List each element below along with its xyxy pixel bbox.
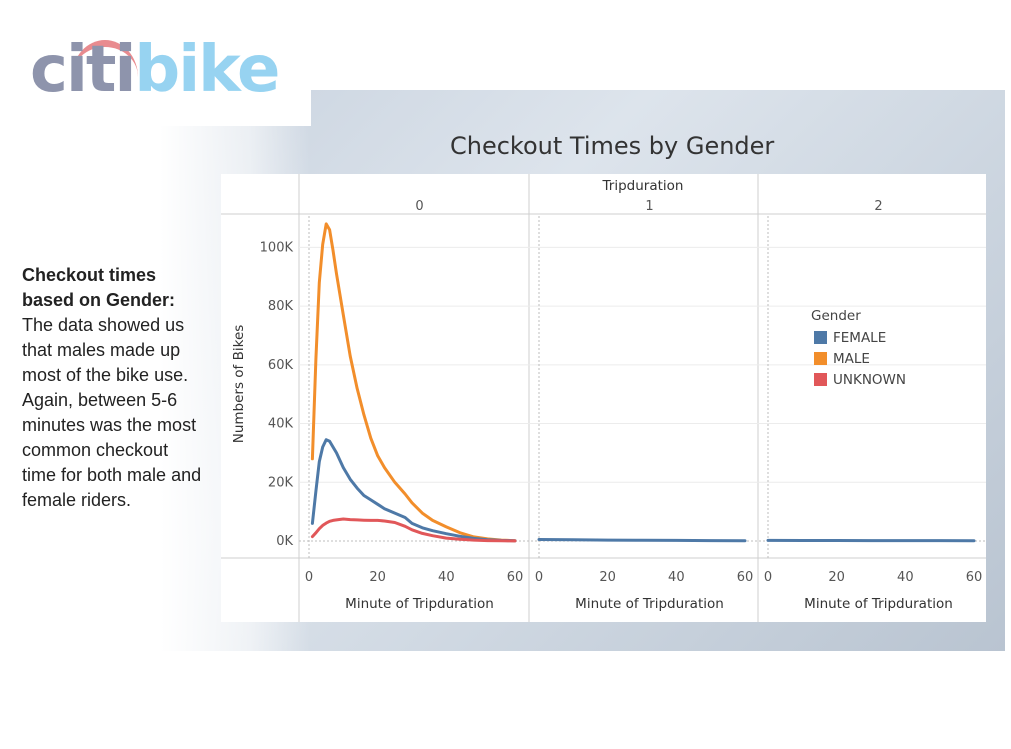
logo-arc-icon bbox=[72, 40, 138, 77]
x-tick-label: 40 bbox=[668, 570, 685, 585]
y-tick-label: 100K bbox=[260, 240, 294, 255]
x-tick-label: 60 bbox=[507, 570, 524, 585]
y-tick-label: 60K bbox=[268, 358, 294, 373]
legend-entry-unknown[interactable]: UNKNOWN bbox=[833, 372, 906, 388]
x-tick-label: 40 bbox=[438, 570, 455, 585]
chart-title: Checkout Times by Gender bbox=[450, 132, 775, 160]
description-text: Checkout times based on Gender: The data… bbox=[22, 263, 202, 513]
legend-swatch-unknown[interactable] bbox=[814, 373, 827, 386]
x-axis-label: Minute of Tripduration bbox=[575, 596, 724, 612]
legend-title: Gender bbox=[811, 308, 861, 324]
series-line-unknown-panel-0 bbox=[310, 517, 517, 543]
x-tick-label: 0 bbox=[764, 570, 772, 585]
panel-header-label: 1 bbox=[645, 199, 653, 214]
chart-frame bbox=[221, 174, 986, 622]
chart-panel: Tripduration 0 1 2 0K 20K 40K 60K 80K 100K Numb… bbox=[221, 174, 986, 622]
legend[interactable]: Gender FEMALE MALE UNKNOWN bbox=[811, 308, 906, 388]
x-axis-label: Minute of Tripduration bbox=[804, 596, 953, 612]
y-tick-label: 80K bbox=[268, 299, 294, 314]
y-tick-label: 40K bbox=[268, 417, 294, 432]
series-lines bbox=[310, 222, 976, 543]
x-tick-label: 60 bbox=[966, 570, 983, 585]
legend-swatch-male[interactable] bbox=[814, 352, 827, 365]
x-tick-label: 20 bbox=[828, 570, 845, 585]
logo-area: citibike bbox=[0, 0, 311, 126]
series-line-female-panel-0 bbox=[310, 438, 517, 543]
y-tick-label: 20K bbox=[268, 475, 294, 490]
series-line-female-panel-1 bbox=[537, 538, 747, 543]
y-axis-label: Numbers of Bikes bbox=[231, 325, 247, 444]
panel-headers: 0 1 2 bbox=[415, 199, 882, 214]
logo-citi: citi bbox=[30, 33, 136, 107]
x-tick-label: 20 bbox=[369, 570, 386, 585]
column-header: Tripduration bbox=[602, 178, 684, 194]
panel-header-label: 2 bbox=[874, 199, 882, 214]
series-line-male-panel-0 bbox=[310, 222, 517, 543]
citibike-logo: citibike bbox=[30, 38, 280, 102]
y-tick-label: 0K bbox=[276, 534, 293, 549]
legend-entry-male[interactable]: MALE bbox=[833, 351, 870, 367]
x-tick-label: 0 bbox=[305, 570, 313, 585]
x-axis-label: Minute of Tripduration bbox=[345, 596, 494, 612]
logo-bike: bike bbox=[134, 33, 280, 107]
x-tick-label: 20 bbox=[599, 570, 616, 585]
x-tick-label: 40 bbox=[897, 570, 914, 585]
panel-header-label: 0 bbox=[415, 199, 423, 214]
x-tick-label: 0 bbox=[535, 570, 543, 585]
x-tick-label: 60 bbox=[737, 570, 754, 585]
legend-entry-female[interactable]: FEMALE bbox=[833, 330, 886, 346]
y-axis: 0K 20K 40K 60K 80K 100K bbox=[260, 240, 294, 549]
x-axis: 0 20 40 60 Minute of Tripduration 0 20 40 60 Minu… bbox=[305, 570, 982, 612]
legend-swatch-female[interactable] bbox=[814, 331, 827, 344]
description-heading: Checkout times based on Gender: bbox=[22, 265, 176, 310]
chart-svg: Tripduration 0 1 2 0K 20K 40K 60K 80K 100K Numb… bbox=[221, 174, 986, 622]
description-body: The data showed us that males made up mo… bbox=[22, 315, 202, 510]
